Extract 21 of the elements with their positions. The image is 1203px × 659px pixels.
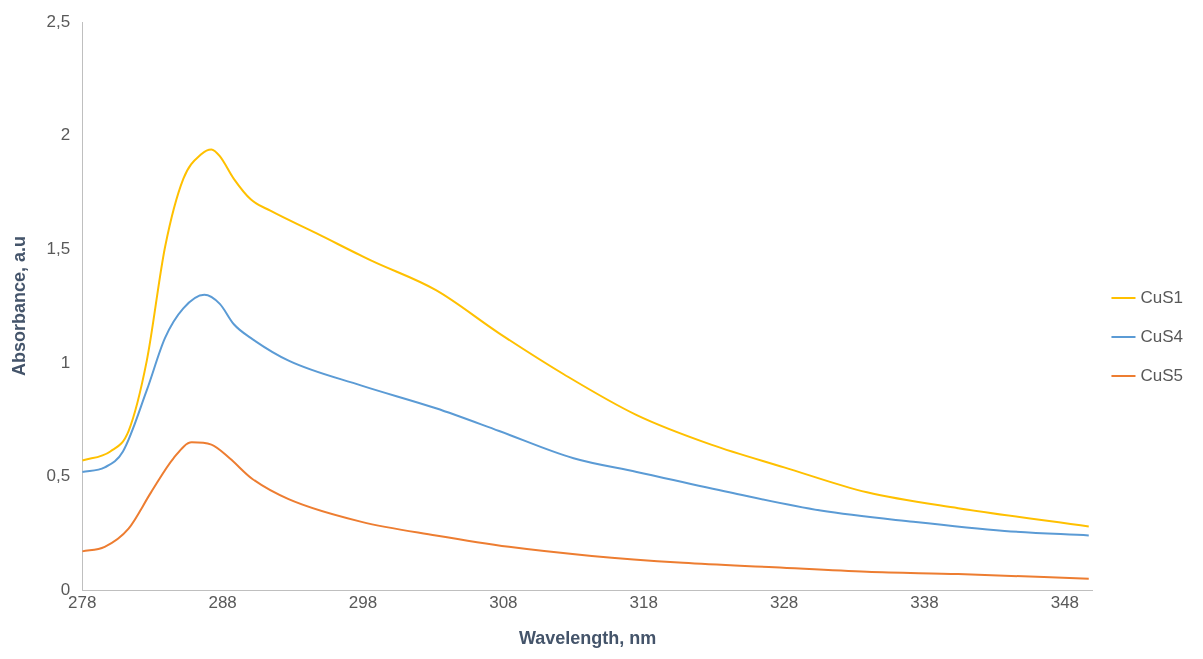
legend-label: CuS4 bbox=[1140, 326, 1184, 346]
x-tick-label: 308 bbox=[489, 592, 518, 612]
x-tick-label: 348 bbox=[1050, 592, 1080, 612]
y-tick-label: 2,5 bbox=[46, 11, 71, 31]
x-tick-label: 278 bbox=[68, 592, 97, 612]
x-tick-label: 298 bbox=[348, 592, 378, 612]
line-series bbox=[82, 441, 1090, 580]
x-tick-label: 338 bbox=[910, 592, 939, 612]
x-tick-label: 318 bbox=[629, 592, 658, 612]
y-tick-label: 1,5 bbox=[46, 239, 71, 259]
line-series bbox=[82, 148, 1090, 528]
legend-label: CuS1 bbox=[1140, 287, 1184, 307]
x-axis-title: Wavelength, nm bbox=[518, 628, 657, 649]
y-axis-title: Absorbance, a.u bbox=[8, 236, 29, 377]
y-tick-label: 1 bbox=[60, 352, 71, 372]
y-tick-label: 2 bbox=[60, 125, 71, 145]
x-tick-label: 328 bbox=[769, 592, 799, 612]
x-tick-label: 288 bbox=[208, 592, 237, 612]
y-tick-label: 0,5 bbox=[46, 466, 71, 486]
legend-label: CuS5 bbox=[1140, 365, 1184, 385]
line-series bbox=[82, 293, 1090, 537]
